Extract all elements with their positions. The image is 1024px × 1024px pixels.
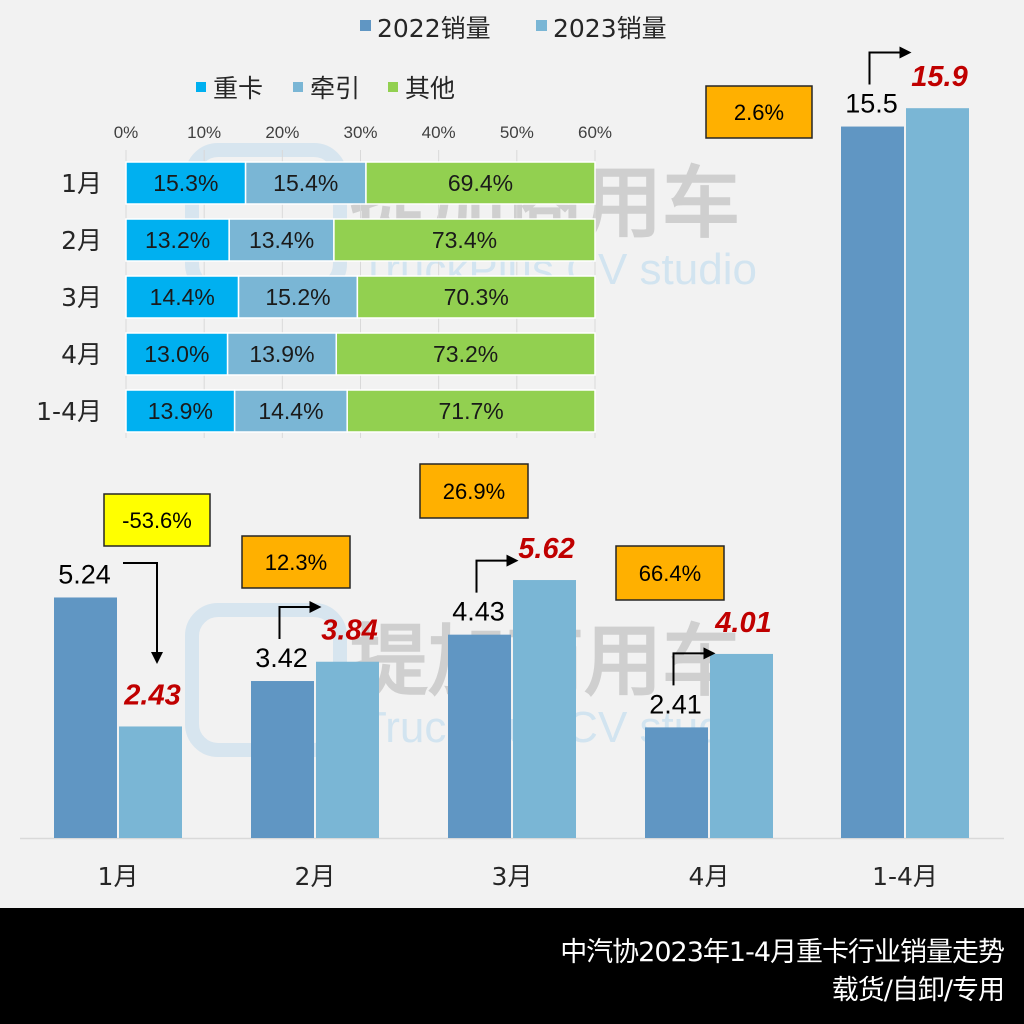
footer-subtitle: 载货/自卸/专用 xyxy=(831,975,1005,1006)
stack-segment-label: 13.0% xyxy=(144,341,209,367)
stack-x-tick-label: 30% xyxy=(343,123,377,142)
stack-segment-other xyxy=(333,218,596,262)
stack-segment-heavy xyxy=(125,161,247,205)
bar-2022 xyxy=(645,727,708,838)
growth-badge xyxy=(419,463,529,519)
stack-segment-other xyxy=(346,389,596,433)
stacked-bar-chart: 0% 10% 20% 30% 40% 50% 60% 1月 15.3% 15.4% 69.4% 2月 1… xyxy=(36,123,612,438)
chart: 提加商用车 TruckPlus CV studio 提加商用车 TruckPlu… xyxy=(20,14,1004,891)
x-category-label: 3月 xyxy=(492,862,533,891)
stack-segment-label: 73.4% xyxy=(432,227,497,253)
stack-segment-label: 13.9% xyxy=(148,398,213,424)
stack-segment-label: 14.4% xyxy=(258,398,323,424)
value-label-2023: 4.01 xyxy=(714,607,771,639)
bar-2022 xyxy=(841,126,904,839)
growth-badge xyxy=(705,85,813,139)
value-label-2022: 4.43 xyxy=(452,597,505,627)
x-category-label: 2月 xyxy=(295,862,336,891)
column-chart: 1月 5.24 2.43 -53.6% 2月 3.42 3.84 12.3% 3月 4.43 5.6… xyxy=(20,46,1004,891)
growth-badge-label: 2.6% xyxy=(734,100,784,125)
stack-segment-tractor xyxy=(226,332,338,376)
stack-segment-label: 15.3% xyxy=(153,170,218,196)
bar-2022 xyxy=(251,681,314,838)
arrow-right-icon xyxy=(278,601,322,640)
stack-segment-heavy xyxy=(125,218,230,262)
stack-segment-label: 73.2% xyxy=(433,341,498,367)
footer: 中汽协2023年1-4月重卡行业销量走势 载货/自卸/专用 xyxy=(0,908,1024,1024)
growth-badge-label: 12.3% xyxy=(265,550,327,575)
stack-segment-other xyxy=(335,332,596,376)
value-label-2022: 3.42 xyxy=(255,643,308,673)
bar-2023 xyxy=(513,580,576,838)
main-legend: 2022销量 2023销量 xyxy=(360,14,667,43)
stack-segment-tractor xyxy=(244,161,367,205)
stack-x-tick-label: 10% xyxy=(187,123,221,142)
x-category-label: 1月 xyxy=(98,862,139,891)
stack-segment-label: 13.4% xyxy=(249,227,314,253)
stack-segment-label: 70.3% xyxy=(444,284,509,310)
legend-swatch-heavy xyxy=(196,82,206,92)
arrow-down-icon xyxy=(123,562,163,664)
stack-segment-tractor xyxy=(233,389,348,433)
legend-swatch-2022 xyxy=(360,20,371,31)
bar-2023 xyxy=(906,108,969,838)
x-category-label: 1-4月 xyxy=(872,862,938,891)
legend-label-2022: 2022销量 xyxy=(377,14,491,43)
legend-label-heavy: 重卡 xyxy=(213,74,263,103)
stack-segment-label: 13.9% xyxy=(249,341,314,367)
bar-2022 xyxy=(448,634,511,838)
stack-segment-label: 14.4% xyxy=(150,284,215,310)
arrow-right-icon xyxy=(868,46,912,85)
value-label-2023: 2.43 xyxy=(123,679,180,711)
stack-segment-heavy xyxy=(125,389,236,433)
stack-category-label: 4月 xyxy=(61,340,102,369)
bar-2023 xyxy=(316,661,379,838)
stack-segment-label: 15.4% xyxy=(273,170,338,196)
stack-segment-tractor xyxy=(237,275,359,319)
legend-label-2023: 2023销量 xyxy=(553,14,667,43)
growth-badge-label: 26.9% xyxy=(443,479,505,504)
bar-2022 xyxy=(54,597,117,838)
footer-title: 中汽协2023年1-4月重卡行业销量走势 xyxy=(560,937,1005,968)
stack-segment-label: 13.2% xyxy=(145,227,210,253)
stack-segment-label: 15.2% xyxy=(265,284,330,310)
value-label-2022: 5.24 xyxy=(58,559,111,589)
legend-swatch-other xyxy=(388,82,398,92)
value-label-2023: 15.9 xyxy=(911,61,967,93)
stack-segment-label: 69.4% xyxy=(448,170,513,196)
arrow-right-icon xyxy=(475,554,519,593)
bar-2023 xyxy=(710,653,773,838)
x-category-label: 4月 xyxy=(689,862,730,891)
growth-badge-label: -53.6% xyxy=(122,508,192,533)
value-label-2022: 2.41 xyxy=(649,689,702,719)
stack-x-tick-label: 20% xyxy=(265,123,299,142)
growth-badge xyxy=(103,493,211,547)
stack-category-label: 1月 xyxy=(61,169,102,198)
stack-x-tick-label: 0% xyxy=(114,123,139,142)
stack-segment-heavy xyxy=(125,275,240,319)
value-label-2023: 3.84 xyxy=(321,615,377,647)
stack-segment-other xyxy=(365,161,596,205)
stack-x-tick-label: 60% xyxy=(578,123,612,142)
stack-x-tick-label: 40% xyxy=(422,123,456,142)
legend-swatch-2023 xyxy=(536,20,547,31)
bar-2023 xyxy=(119,726,182,838)
growth-badge xyxy=(615,545,725,601)
legend-label-tractor: 牵引 xyxy=(310,74,360,103)
legend-swatch-tractor xyxy=(293,82,303,92)
growth-badge xyxy=(241,535,351,589)
arrow-right-icon xyxy=(672,647,716,686)
stack-category-label: 1-4月 xyxy=(36,397,102,426)
stack-segment-tractor xyxy=(228,218,335,262)
stack-segment-other xyxy=(356,275,596,319)
value-label-2023: 5.62 xyxy=(518,533,574,565)
stack-segment-label: 71.7% xyxy=(438,398,503,424)
value-label-2022: 15.5 xyxy=(845,89,898,119)
growth-badge-label: 66.4% xyxy=(639,561,701,586)
legend-label-other: 其他 xyxy=(405,74,455,103)
stack-legend: 重卡 牵引 其他 xyxy=(196,74,455,103)
stack-category-label: 3月 xyxy=(61,283,102,312)
stack-category-label: 2月 xyxy=(61,226,102,255)
stack-x-tick-label: 50% xyxy=(500,123,534,142)
